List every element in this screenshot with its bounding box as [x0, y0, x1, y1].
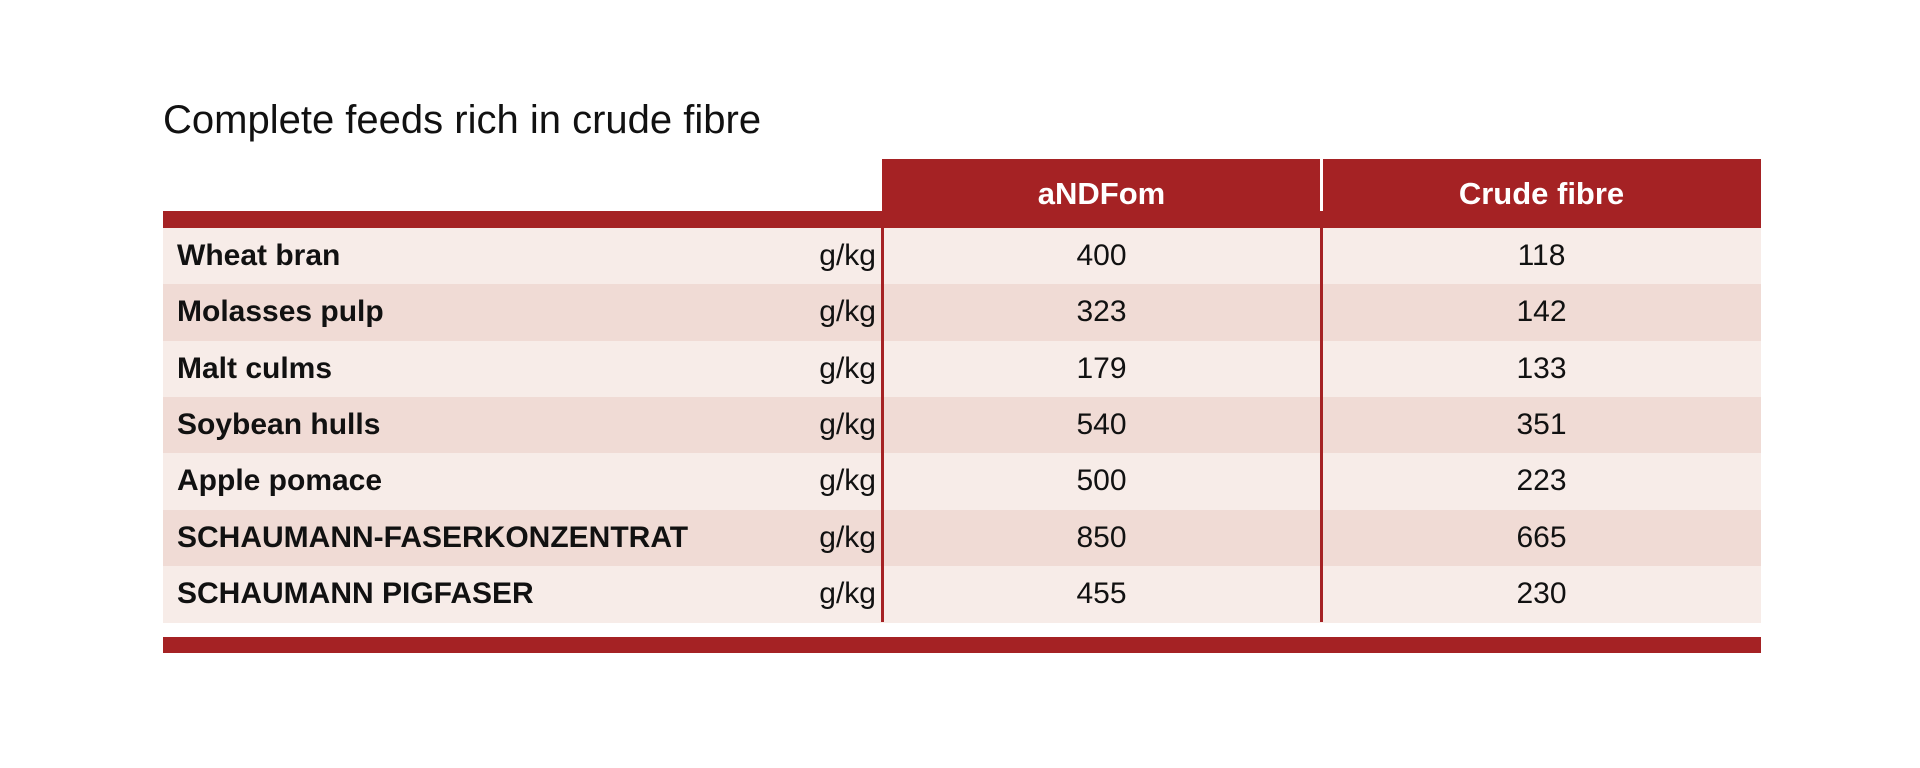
row-label: SCHAUMANN-FASERKONZENTRAT — [177, 520, 689, 554]
table-row — [163, 284, 1761, 342]
row-label: Soybean hulls — [177, 407, 381, 441]
cell-value: 179 — [1076, 351, 1127, 385]
cell-value: 500 — [1076, 464, 1127, 498]
header-bar — [163, 211, 883, 228]
cell-value: 850 — [1076, 520, 1127, 554]
unit: g/kg — [819, 407, 876, 441]
cell-value: 455 — [1076, 576, 1127, 610]
row-label: Wheat bran — [177, 239, 341, 272]
row-label: Apple pomace — [177, 464, 383, 498]
table-row — [163, 396, 1761, 454]
cell-value: 400 — [1076, 239, 1127, 272]
table-row — [163, 453, 1761, 510]
unit: g/kg — [819, 295, 876, 329]
table-row — [163, 565, 1761, 623]
column-divider — [1320, 228, 1323, 623]
column-header: Crude fibre — [1458, 175, 1625, 211]
table-row — [163, 509, 1761, 567]
column-divider — [881, 228, 884, 623]
cell-value: 351 — [1516, 407, 1567, 441]
unit: g/kg — [819, 239, 876, 272]
table-row — [163, 228, 1761, 285]
cell-value: 540 — [1076, 407, 1127, 441]
title: Complete feeds rich in crude fibre — [163, 98, 762, 142]
row-label: Malt culms — [177, 351, 333, 385]
unit: g/kg — [819, 464, 876, 498]
bottom-bar — [163, 637, 1761, 653]
cell-value: 133 — [1516, 351, 1567, 385]
cell-value: 118 — [1517, 239, 1566, 272]
cell-value: 230 — [1516, 576, 1567, 610]
row-label: SCHAUMANN PIGFASER — [177, 576, 534, 610]
unit: g/kg — [819, 576, 876, 610]
column-header: aNDFom — [1037, 175, 1166, 211]
row-label: Molasses pulp — [177, 295, 384, 329]
header-divider — [1320, 159, 1323, 211]
unit: g/kg — [819, 520, 876, 554]
cell-value: 323 — [1076, 295, 1127, 329]
cell-value: 223 — [1516, 464, 1567, 498]
unit: g/kg — [819, 351, 876, 385]
table-row — [163, 340, 1761, 398]
cell-value: 665 — [1516, 520, 1567, 554]
cell-value: 142 — [1516, 295, 1567, 329]
